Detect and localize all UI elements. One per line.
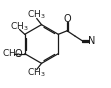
Text: CH$_3$: CH$_3$ (2, 47, 21, 60)
Text: O: O (64, 14, 71, 24)
Text: CH$_3$: CH$_3$ (10, 20, 28, 33)
Text: N: N (88, 36, 95, 46)
Text: O: O (14, 49, 22, 59)
Text: CH$_3$: CH$_3$ (27, 67, 46, 79)
Text: CH$_3$: CH$_3$ (27, 9, 46, 21)
